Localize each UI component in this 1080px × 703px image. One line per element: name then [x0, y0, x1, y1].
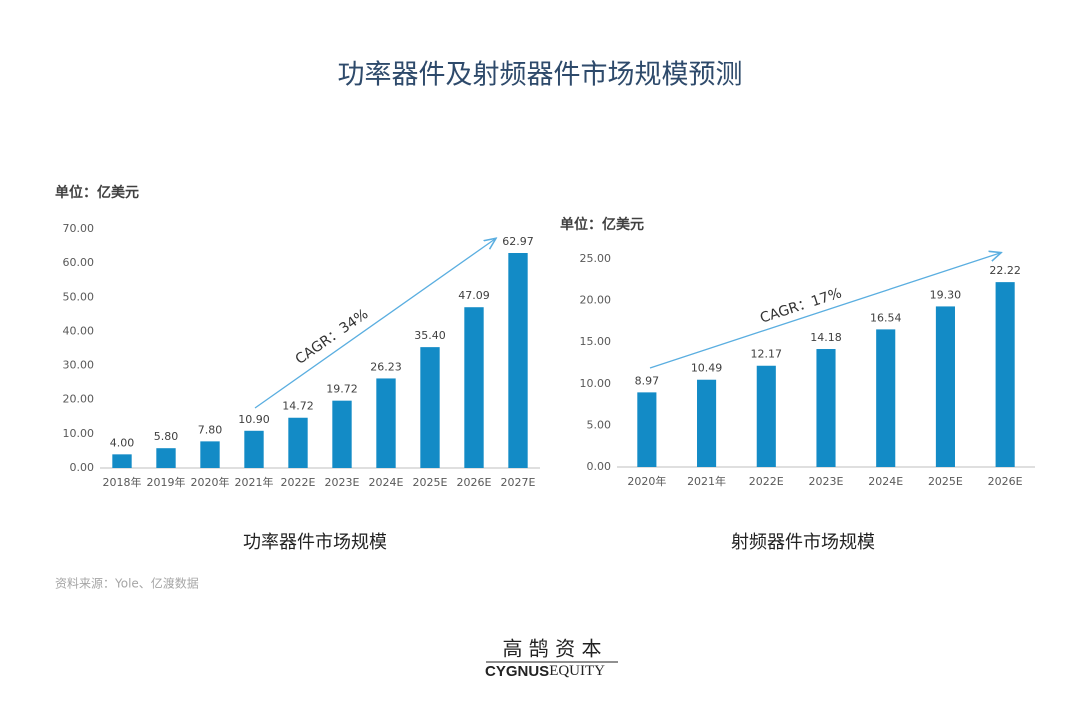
y-tick-label: 60.00: [63, 256, 95, 269]
cagr-annotation: CAGR：34%: [293, 306, 372, 368]
y-tick-label: 30.00: [63, 359, 95, 372]
logo-english: CYGNUSEQUITY: [485, 663, 605, 680]
value-label: 14.72: [282, 400, 314, 413]
x-tick-label: 2025E: [928, 475, 963, 488]
bar: [464, 307, 484, 468]
x-tick-label: 2021年: [687, 474, 726, 488]
x-tick-label: 2024E: [868, 475, 903, 488]
bar: [876, 329, 896, 467]
bar: [995, 282, 1015, 467]
value-label: 62.97: [502, 235, 534, 248]
x-tick-label: 2023E: [325, 476, 360, 489]
bar: [935, 306, 955, 467]
bar: [200, 441, 220, 468]
y-tick-label: 25.00: [580, 252, 612, 265]
value-label: 5.80: [154, 430, 179, 443]
value-label: 35.40: [414, 329, 446, 342]
x-tick-label: 2021年: [235, 475, 274, 489]
x-tick-label: 2027E: [501, 476, 536, 489]
source-note: 资料来源：Yole、亿渡数据: [55, 576, 199, 591]
x-tick-label: 2020年: [627, 474, 666, 488]
value-label: 22.22: [989, 264, 1021, 277]
value-label: 26.23: [370, 360, 402, 373]
bar: [637, 392, 657, 467]
y-tick-label: 10.00: [580, 377, 612, 390]
bar: [244, 430, 264, 468]
value-label: 4.00: [110, 436, 135, 449]
y-tick-label: 20.00: [580, 294, 612, 307]
x-tick-label: 2022E: [281, 476, 316, 489]
value-label: 7.80: [198, 423, 223, 436]
y-tick-label: 0.00: [70, 461, 95, 474]
chart-caption: 功率器件市场规模: [243, 532, 387, 553]
bar: [332, 400, 352, 468]
value-label: 10.49: [691, 362, 723, 375]
unit-label: 单位：亿美元: [55, 184, 139, 201]
logo-chinese: 高 鹄 资 本: [502, 637, 601, 661]
bar: [288, 417, 308, 468]
y-tick-label: 0.00: [587, 460, 612, 473]
x-tick-label: 2020年: [191, 475, 230, 489]
page-title: 功率器件及射频器件市场规模预测: [338, 60, 743, 91]
y-tick-label: 50.00: [63, 290, 95, 303]
bar: [112, 454, 132, 468]
bar: [756, 365, 776, 467]
bar: [697, 379, 717, 467]
cagr-annotation: CAGR：17%: [758, 285, 844, 326]
y-tick-label: 70.00: [63, 222, 95, 235]
chart-caption: 射频器件市场规模: [731, 532, 875, 553]
logo-english-bold: CYGNUS: [485, 663, 549, 680]
x-tick-label: 2022E: [749, 475, 784, 488]
logo-english-serif: EQUITY: [549, 663, 605, 679]
value-label: 16.54: [870, 311, 902, 324]
value-label: 19.72: [326, 383, 358, 396]
bar: [420, 347, 440, 468]
value-label: 10.90: [238, 413, 270, 426]
bar: [376, 378, 396, 468]
cagr-arrow: [649, 253, 1000, 369]
x-tick-label: 2026E: [988, 475, 1023, 488]
y-tick-label: 15.00: [580, 335, 612, 348]
value-label: 47.09: [458, 289, 490, 302]
value-label: 8.97: [635, 374, 660, 387]
bar: [508, 253, 528, 468]
y-tick-label: 10.00: [63, 427, 95, 440]
bar: [816, 349, 836, 467]
value-label: 19.30: [930, 288, 962, 301]
bar: [156, 448, 176, 468]
value-label: 12.17: [751, 348, 783, 361]
y-tick-label: 20.00: [63, 393, 95, 406]
x-tick-label: 2026E: [457, 476, 492, 489]
unit-label: 单位：亿美元: [560, 216, 644, 233]
x-tick-label: 2024E: [369, 476, 404, 489]
value-label: 14.18: [810, 331, 842, 344]
y-tick-label: 5.00: [587, 418, 612, 431]
x-tick-label: 2018年: [103, 475, 142, 489]
x-tick-label: 2019年: [147, 475, 186, 489]
x-tick-label: 2025E: [413, 476, 448, 489]
y-tick-label: 40.00: [63, 324, 95, 337]
cagr-arrow: [254, 239, 495, 409]
x-tick-label: 2023E: [809, 475, 844, 488]
